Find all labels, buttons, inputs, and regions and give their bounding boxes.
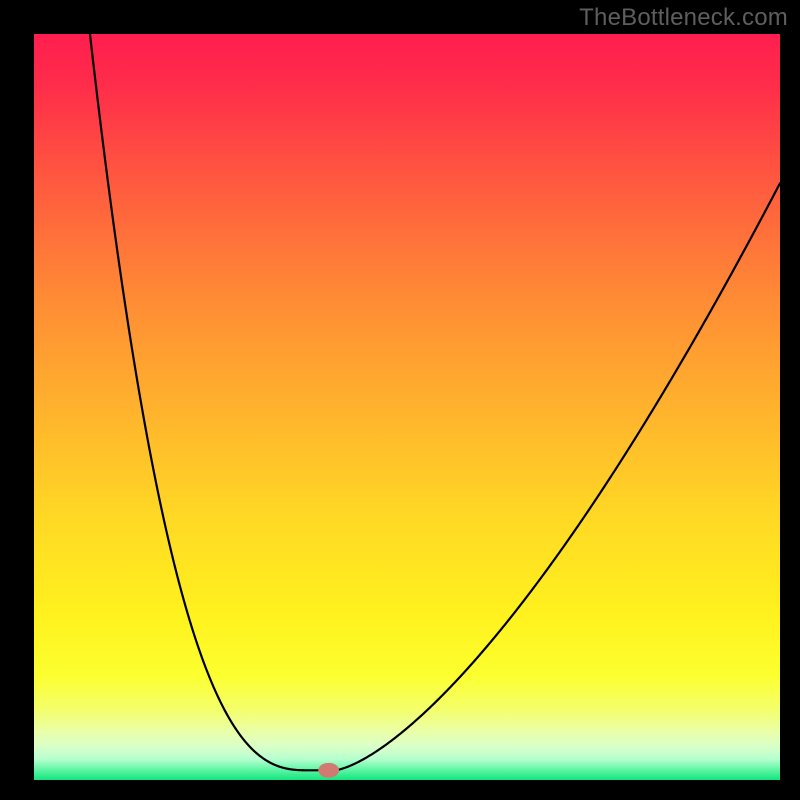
watermark-label: TheBottleneck.com	[579, 4, 788, 32]
chart-canvas: TheBottleneck.com	[0, 0, 800, 800]
bottleneck-curve-chart	[34, 34, 780, 780]
optimal-point-marker	[318, 763, 339, 778]
